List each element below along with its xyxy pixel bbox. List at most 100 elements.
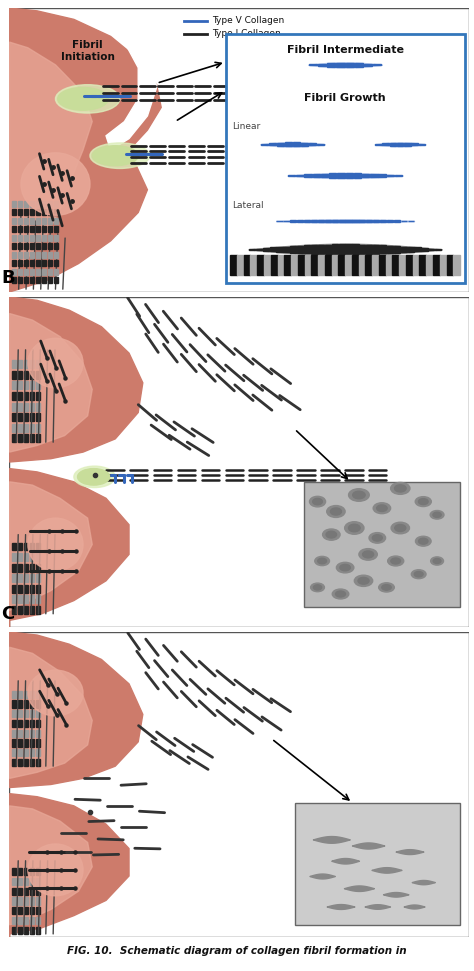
Polygon shape [346,174,353,178]
Polygon shape [36,434,40,442]
Polygon shape [54,269,58,275]
Polygon shape [36,917,40,924]
Polygon shape [18,710,22,718]
Polygon shape [354,174,361,178]
Polygon shape [297,220,303,221]
Polygon shape [373,245,379,253]
Polygon shape [18,423,22,432]
Polygon shape [24,749,28,756]
Polygon shape [54,278,58,284]
Polygon shape [24,360,28,368]
Polygon shape [42,278,46,284]
Polygon shape [18,251,22,258]
Polygon shape [453,255,460,275]
Polygon shape [277,143,284,146]
Polygon shape [9,469,129,627]
Ellipse shape [310,584,324,591]
Polygon shape [12,710,16,718]
Polygon shape [30,235,34,241]
Polygon shape [36,269,40,275]
Polygon shape [48,278,52,284]
Polygon shape [36,868,40,876]
Polygon shape [18,563,22,572]
Ellipse shape [92,146,138,166]
Polygon shape [428,249,435,251]
Polygon shape [359,245,365,254]
Polygon shape [48,269,52,275]
Polygon shape [36,243,40,250]
Polygon shape [380,246,386,253]
Polygon shape [48,218,52,224]
Polygon shape [36,235,40,241]
Ellipse shape [359,549,377,560]
Polygon shape [24,926,28,934]
Polygon shape [269,143,276,146]
Polygon shape [18,690,22,698]
Polygon shape [30,218,34,224]
Polygon shape [30,729,34,737]
Polygon shape [12,382,16,389]
Polygon shape [12,739,16,747]
Polygon shape [352,219,358,222]
Polygon shape [301,143,308,146]
Polygon shape [311,245,317,253]
Polygon shape [24,917,28,924]
Polygon shape [325,255,332,275]
Polygon shape [24,700,28,708]
Polygon shape [36,897,40,905]
Polygon shape [30,269,34,275]
Polygon shape [12,595,16,603]
Polygon shape [18,907,22,915]
Polygon shape [12,574,16,583]
Polygon shape [54,226,58,232]
Polygon shape [9,42,92,275]
Ellipse shape [373,503,391,514]
Polygon shape [352,255,359,275]
Polygon shape [304,246,310,253]
Polygon shape [30,434,34,442]
Polygon shape [18,360,22,368]
Polygon shape [36,926,40,934]
Ellipse shape [431,557,444,565]
Ellipse shape [74,466,115,487]
Polygon shape [30,553,34,561]
Polygon shape [18,235,22,241]
Polygon shape [264,255,271,275]
Polygon shape [304,175,312,177]
Polygon shape [12,235,16,241]
Polygon shape [48,243,52,250]
Polygon shape [366,245,373,254]
Ellipse shape [416,536,431,546]
Polygon shape [18,392,22,400]
Ellipse shape [318,558,327,564]
Polygon shape [370,174,378,177]
Polygon shape [24,260,28,266]
Polygon shape [24,878,28,886]
Polygon shape [12,226,16,232]
Polygon shape [421,248,428,251]
Polygon shape [18,749,22,756]
Polygon shape [18,218,22,224]
Polygon shape [365,255,372,275]
Polygon shape [36,413,40,421]
Polygon shape [313,174,320,177]
Polygon shape [364,63,372,66]
Polygon shape [346,245,352,254]
Polygon shape [244,255,250,275]
Polygon shape [30,606,34,614]
Polygon shape [48,209,52,216]
Polygon shape [12,403,16,411]
Polygon shape [12,360,16,368]
Polygon shape [12,371,16,379]
Polygon shape [305,255,311,275]
Polygon shape [12,868,16,876]
Polygon shape [9,793,129,937]
Ellipse shape [391,558,401,564]
Polygon shape [397,143,403,146]
Polygon shape [24,243,28,250]
Polygon shape [12,201,16,207]
Polygon shape [36,878,40,886]
Polygon shape [18,926,22,934]
Polygon shape [30,887,34,895]
Polygon shape [12,690,16,698]
